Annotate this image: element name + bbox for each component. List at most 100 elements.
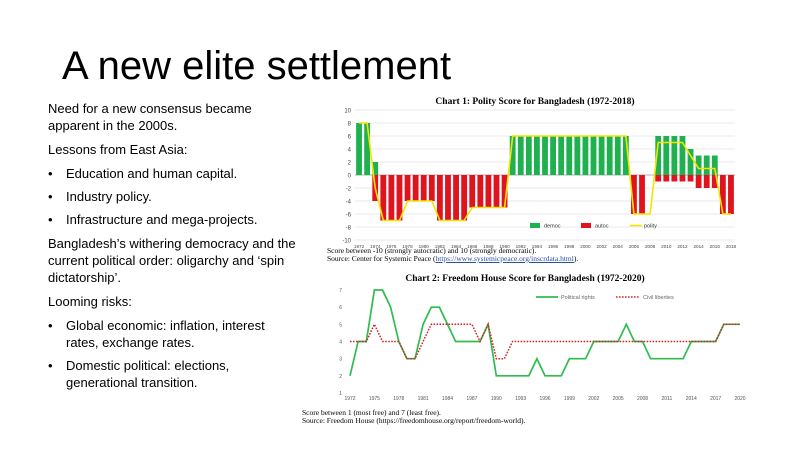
list-item-text: Global economic: inflation, interest rat… — [66, 318, 265, 350]
autoc-bar — [436, 175, 443, 221]
slide-title: A new elite settlement — [62, 44, 452, 88]
x-tick-label: 2002 — [588, 396, 599, 402]
body-text: Need for a new consensus became apparent… — [48, 100, 298, 398]
y-tick-label: 6 — [348, 135, 352, 141]
list-item-text: Domestic political: elections, generatio… — [66, 358, 230, 390]
democ-bar — [687, 149, 694, 175]
democ-bar — [711, 155, 718, 175]
democ-bar — [364, 123, 371, 175]
x-tick-label: 1981 — [418, 396, 429, 402]
chart-source: Source: Center for Systemic Peace (https… — [327, 254, 578, 264]
source-prefix: Source: Center for Systemic Peace ( — [327, 254, 436, 263]
paragraph-east-asia: Lessons from East Asia: — [48, 142, 188, 157]
list-item: • Global economic: inflation, interest ra… — [48, 317, 298, 351]
x-tick-label: 2006 — [629, 244, 640, 249]
y-tick-label: 2 — [339, 374, 342, 380]
freedom-house-chart-svg: 1 2 3 4 5 6 7 1972 1975 1978 1981 1984 1987 1990 1993 1… — [339, 288, 746, 402]
bullet-icon: • — [48, 166, 53, 181]
autoc-bar — [420, 175, 427, 201]
x-tick-label: 2010 — [661, 244, 672, 249]
democ-bar — [550, 136, 556, 175]
democ-bar — [525, 136, 532, 175]
autoc-bar — [493, 175, 500, 208]
y-tick-label: 2 — [348, 161, 352, 167]
x-tick-label: 2004 — [613, 244, 624, 249]
x-tick-label: 1974 — [370, 244, 381, 249]
x-tick-label: 2005 — [613, 396, 624, 402]
x-tick-label: 2016 — [710, 244, 721, 249]
y-tick-label: 8 — [348, 122, 352, 128]
x-tick-label: 1998 — [564, 244, 575, 249]
east-asia-list: • Education and human capital. • Industry … — [48, 165, 298, 228]
democ-bar — [695, 155, 702, 175]
x-tick-label: 1986 — [467, 244, 478, 249]
x-tick-label: 1984 — [442, 396, 453, 402]
political-rights-line — [349, 289, 740, 377]
x-tick-label: 2011 — [661, 396, 672, 402]
y-tick-label: -8 — [346, 226, 352, 232]
list-item-text: Infrastructure and mega-projects. — [66, 212, 258, 227]
list-item: • Domestic political: elections, generati… — [48, 357, 298, 391]
paragraph-democracy: Bangladesh’s withering democracy and the… — [48, 236, 296, 285]
democ-bar — [517, 136, 524, 175]
risks-list: • Global economic: inflation, interest ra… — [48, 317, 298, 391]
chart-note: Score between -10 (strongly autocratic) … — [327, 246, 537, 255]
democ-bar — [663, 136, 670, 175]
autoc-bar — [679, 175, 686, 182]
source-link[interactable]: https://www.systemicpeace.org/inscrdata.… — [435, 254, 574, 263]
autoc-bar — [404, 175, 411, 201]
x-tick-label: 1993 — [515, 396, 526, 402]
list-item: • Industry policy. — [48, 188, 298, 205]
y-tick-label: 1 — [339, 391, 342, 397]
x-tick-label: 1990 — [491, 396, 502, 402]
y-tick-label: 3 — [339, 357, 342, 363]
x-tick-label: 2020 — [734, 396, 745, 402]
bullet-icon: • — [48, 212, 53, 227]
democ-bar — [614, 136, 621, 175]
autoc-bar — [485, 175, 492, 208]
autoc-bar — [469, 175, 476, 208]
x-tick-label: 1996 — [548, 244, 559, 249]
x-tick-label: 2008 — [637, 396, 648, 402]
autoc-bar — [719, 175, 726, 214]
chart-note: Score between 1 (most free) and 7 (least… — [302, 408, 441, 417]
autoc-bar — [687, 175, 694, 182]
freedom-house-chart: Chart 2: Freedom House Score for Banglad… — [300, 274, 750, 426]
democ-bar — [582, 136, 589, 175]
democ-bar — [622, 136, 629, 175]
y-tick-label: -4 — [346, 200, 352, 206]
legend-label: autoc — [595, 224, 609, 230]
autoc-bar — [663, 175, 670, 182]
x-tick-label: 1990 — [499, 244, 510, 249]
y-tick-label: -10 — [342, 239, 351, 245]
x-tick-label: 2000 — [580, 244, 591, 249]
autoc-bar — [703, 175, 710, 188]
list-item: • Education and human capital. — [48, 165, 298, 182]
democ-bar — [558, 136, 565, 175]
paragraph-risks: Looming risks: — [48, 294, 132, 309]
x-tick-label: 2014 — [693, 244, 704, 249]
y-tick-label: 0 — [348, 174, 352, 180]
democ-bar — [574, 136, 581, 175]
autoc-bar — [671, 175, 678, 182]
chart-title: Chart 2: Freedom House Score for Banglad… — [405, 274, 645, 284]
autoc-bar — [453, 175, 459, 221]
x-tick-label: 2012 — [677, 244, 688, 249]
autoc-bar — [728, 175, 734, 214]
legend-swatch — [530, 223, 540, 228]
autoc-bar — [396, 175, 403, 221]
x-tick-label: 1975 — [369, 396, 380, 402]
x-tick-label: 1980 — [419, 244, 430, 249]
democ-bar — [534, 136, 540, 175]
x-tick-label: 1978 — [402, 244, 413, 249]
autoc-bar — [461, 175, 468, 221]
legend-label: Political rights — [561, 295, 595, 301]
autoc-bar — [695, 175, 702, 188]
democ-bar — [566, 136, 573, 175]
list-item: • Infrastructure and mega-projects. — [48, 211, 298, 228]
democ-bar — [590, 136, 597, 175]
x-tick-label: 2008 — [645, 244, 656, 249]
democ-bar — [606, 136, 613, 175]
autoc-bar — [412, 175, 419, 201]
legend-label: polity — [644, 224, 657, 230]
